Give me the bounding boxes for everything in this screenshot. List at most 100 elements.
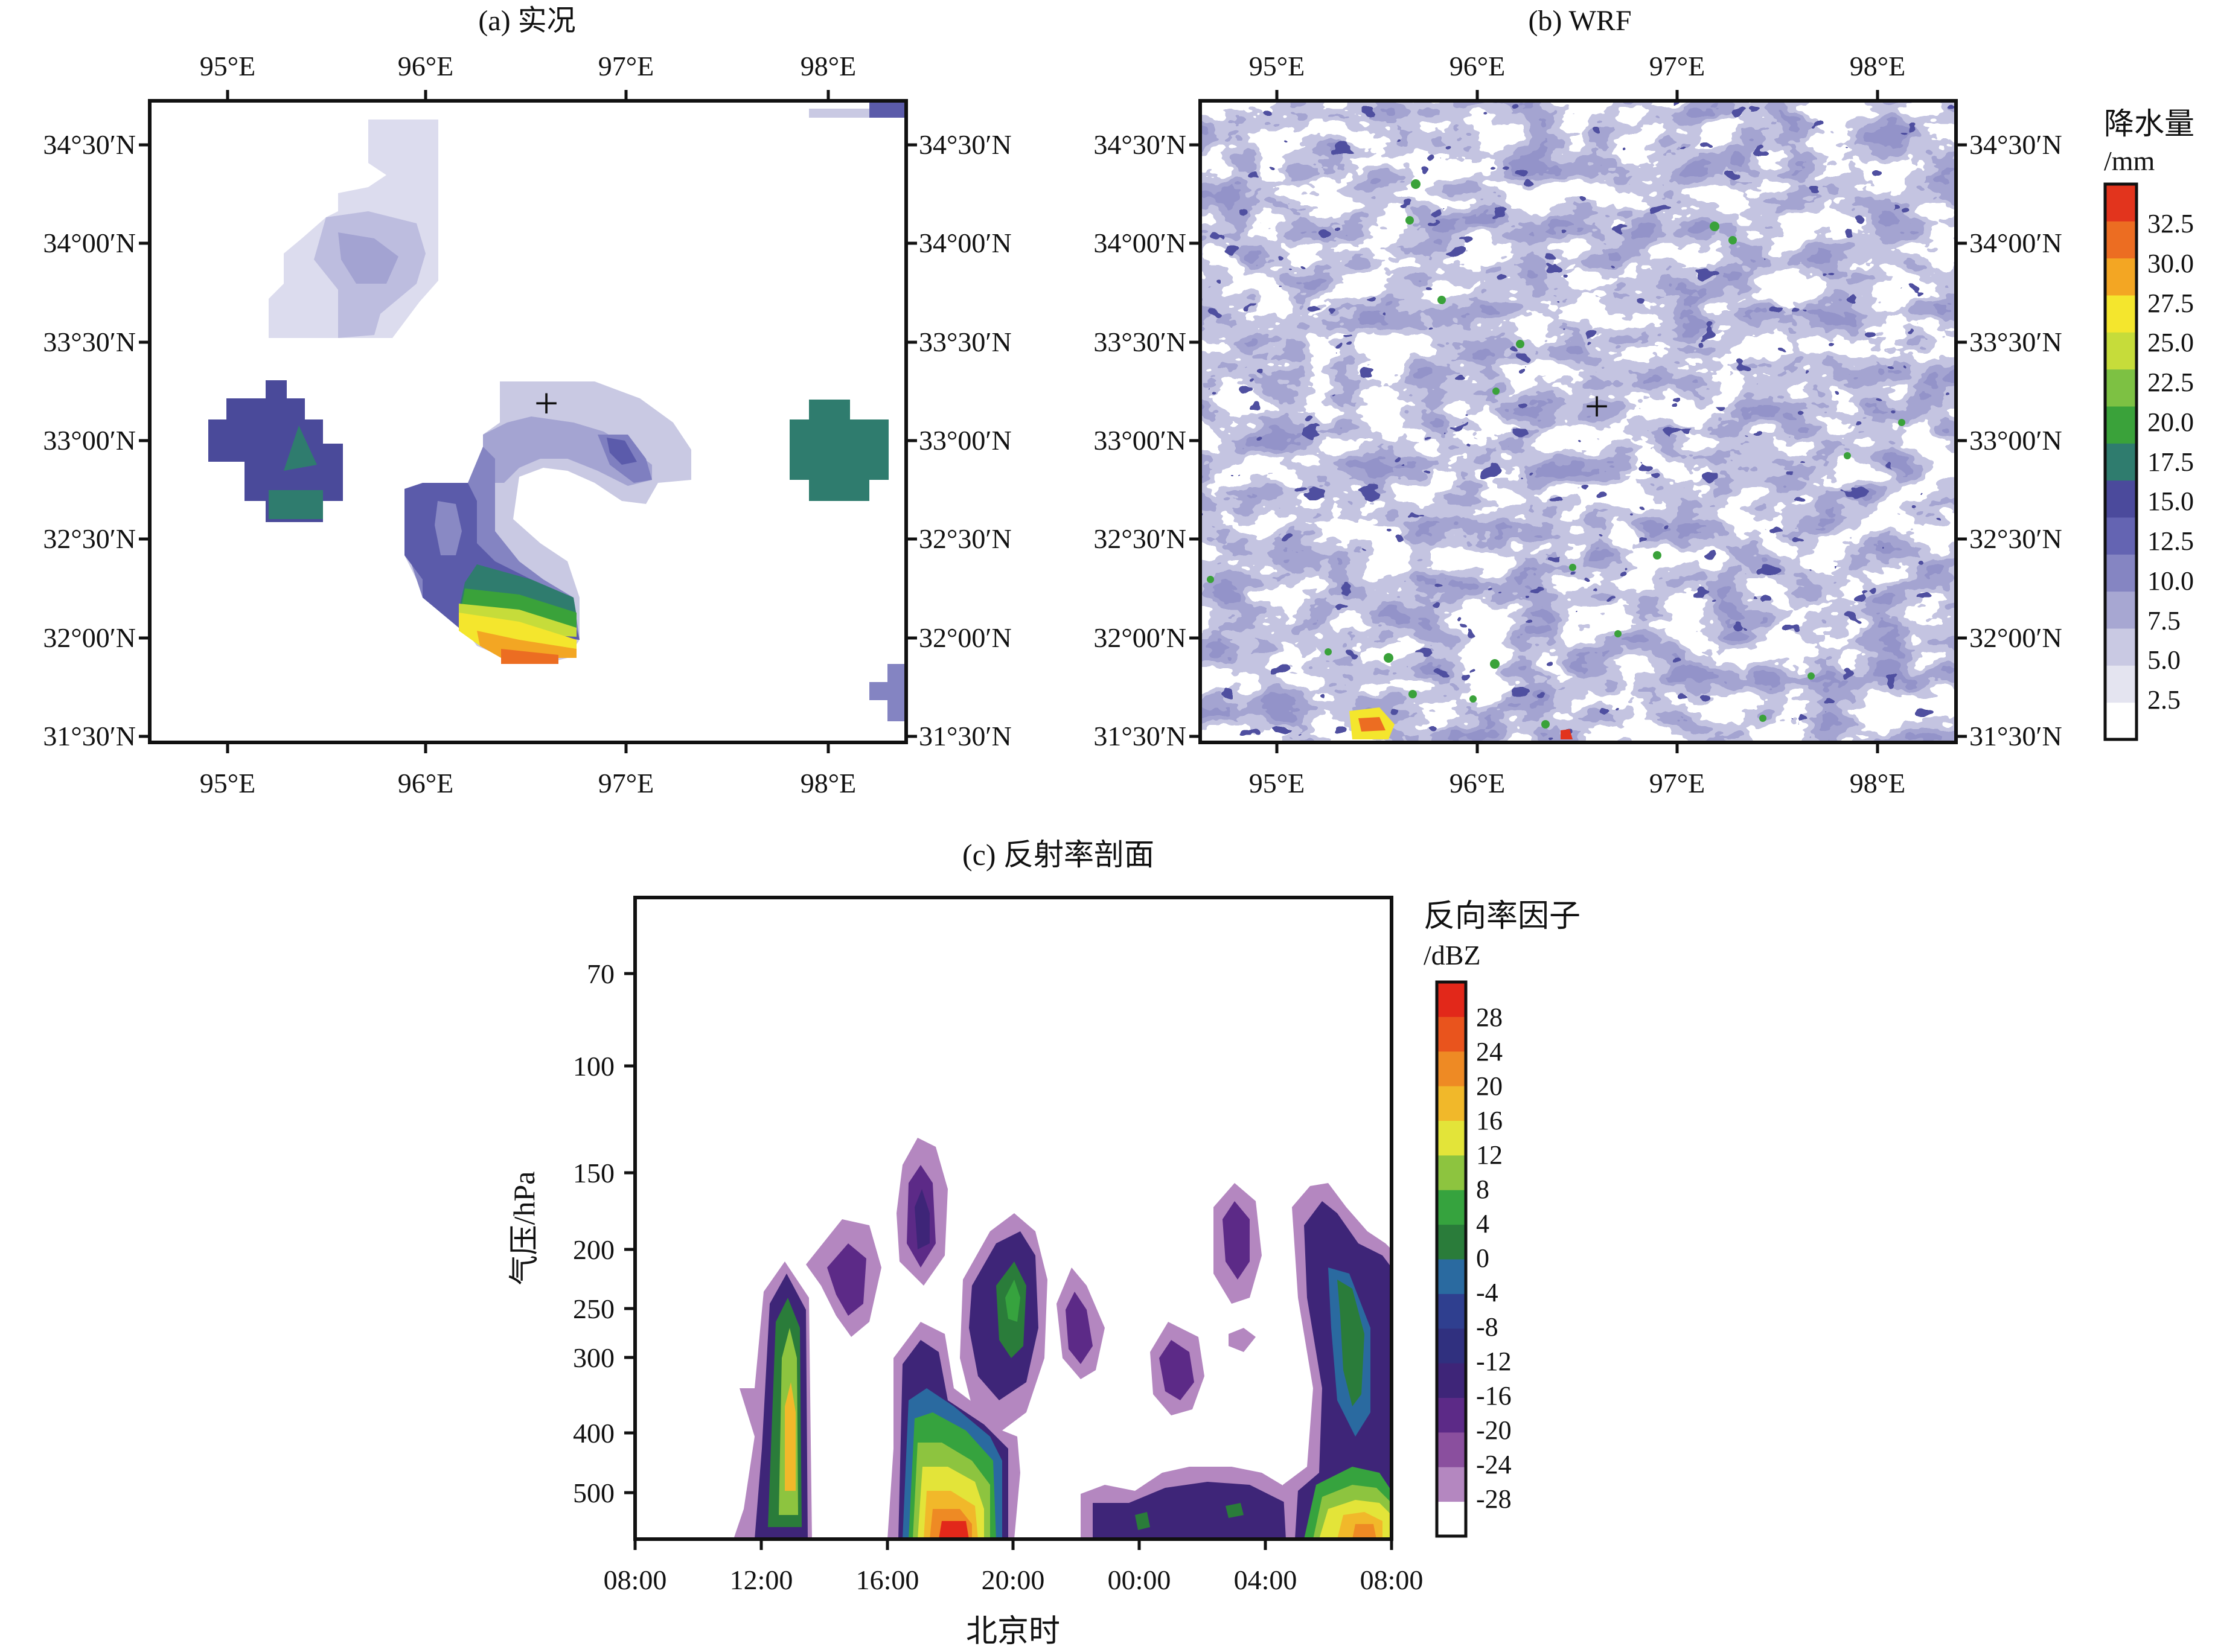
panel-b-xtick-bottom: 98°E [1850, 768, 1906, 799]
panel-c-xtick: 04:00 [1234, 1564, 1297, 1595]
panel-a-xtick-top: 98°E [801, 51, 857, 81]
panel-b-xtick-bottom: 95°E [1249, 768, 1305, 799]
panel-b-yticks-right: 34°30′N 34°00′N 33°30′N 33°00′N 32°30′N … [1969, 129, 2062, 751]
panel-a-ytick-left: 34°30′N [43, 129, 136, 160]
refl-colorbar-label: -8 [1476, 1312, 1498, 1342]
panel-a-xtick-bottom: 95°E [200, 768, 256, 799]
panel-b-precip-field [1200, 101, 1956, 742]
panel-b-ytick-left: 32°00′N [1093, 622, 1186, 653]
refl-colorbar-label: -24 [1476, 1450, 1512, 1479]
precip-colorbar-label: 10.0 [2147, 566, 2194, 596]
refl-colorbar-frame [1435, 980, 1468, 1538]
panel-a-ytick-left: 33°00′N [43, 425, 136, 456]
precip-colorbar-label: 32.5 [2147, 209, 2194, 238]
panel-b-frame [1198, 99, 1958, 744]
reflBar-swatch [1437, 1293, 1466, 1329]
precipBar-swatch [2105, 332, 2137, 370]
panel-c-ytick: 200 [573, 1234, 615, 1265]
panel-a-xtick-top: 95°E [200, 51, 256, 81]
panel-b-ytick-left: 34°30′N [1093, 129, 1186, 160]
refl-colorbar-label: 20 [1476, 1071, 1503, 1101]
panel-b-ytick-left: 31°30′N [1093, 721, 1186, 751]
precipBar-swatch [2105, 406, 2137, 444]
panel-b-ytick-left: 33°00′N [1093, 425, 1186, 456]
refl-colorbar-label: 0 [1476, 1243, 1489, 1273]
precip-colorbar-label: 2.5 [2147, 685, 2181, 715]
panel-c-ytick: 150 [573, 1158, 615, 1188]
reflBar-swatch [1437, 1155, 1466, 1190]
reflBar-swatch [1437, 1259, 1466, 1294]
precip-colorbar-label: 5.0 [2147, 645, 2181, 675]
panel-c-xlabel: 北京时 [966, 1615, 1060, 1649]
panel-b-marker: + [1585, 382, 1609, 430]
panel-a-ytick-right: 33°00′N [919, 425, 1012, 456]
panel-a-xticks-bottom: 95°E 96°E 97°E 98°E [200, 768, 857, 799]
reflBar-swatch [1437, 1432, 1466, 1467]
precipBar-swatch [2105, 369, 2137, 407]
precip-colorbar-label: 20.0 [2147, 407, 2194, 437]
precip-colorbar-label: 27.5 [2147, 289, 2194, 318]
precip-colorbar-label: 12.5 [2147, 526, 2194, 556]
precip-colorbar-title: 降水量 [2104, 107, 2194, 141]
panel-c-xtick: 08:00 [604, 1564, 667, 1595]
panel-a-rain-east [790, 400, 889, 501]
panel-b-ytick-right: 32°30′N [1969, 523, 2062, 554]
refl-colorbar-label: -28 [1476, 1484, 1512, 1514]
panel-b-ytick-right: 34°30′N [1969, 129, 2062, 160]
panel-c: (c) 反射率剖面 [507, 838, 1581, 1649]
precipBar-swatch [2105, 221, 2137, 259]
refl-colorbar-label: 28 [1476, 1003, 1503, 1032]
panel-a-precip-field [208, 101, 906, 721]
panel-b: (b) WRF + 95°E 96°E 97°E 98°E [1093, 5, 2194, 799]
panel-b-xtick-top: 98°E [1850, 51, 1906, 81]
panel-a-xticks-top: 95°E 96°E 97°E 98°E [200, 51, 857, 81]
reflBar-swatch [1437, 1363, 1466, 1398]
precip-colorbar-label: 17.5 [2147, 447, 2194, 477]
refl-colorbar-label: 24 [1476, 1037, 1503, 1067]
panel-b-xticks-top: 95°E 96°E 97°E 98°E [1249, 51, 1906, 81]
reflBar-swatch [1437, 1397, 1466, 1433]
panel-c-ytick: 100 [573, 1051, 615, 1082]
panel-c-ytick: 70 [587, 958, 615, 989]
reflBar-swatch [1437, 1328, 1466, 1363]
panel-c-xtick: 08:00 [1360, 1564, 1424, 1595]
precipBar-swatch [2105, 702, 2137, 740]
panel-c-ytick: 500 [573, 1478, 615, 1508]
panel-c-xtick: 12:00 [730, 1564, 793, 1595]
panel-a-xtick-top: 96°E [398, 51, 454, 81]
refl-colorbar-labels: 28 24 20 16 12 8 4 0 -4 -8 -12 -16 -20 -… [1476, 1003, 1512, 1514]
panel-a-frame [148, 99, 908, 744]
panel-a-title: (a) 实况 [478, 5, 575, 37]
panel-b-ytick-right: 33°00′N [1969, 425, 2062, 456]
precip-colorbar-swatches [2105, 184, 2137, 740]
precip-colorbar-label: 15.0 [2147, 486, 2194, 516]
panel-b-ytick-right: 33°30′N [1969, 327, 2062, 357]
panel-a-ytick-left: 32°30′N [43, 523, 136, 554]
panel-b-ytick-right: 34°00′N [1969, 228, 2062, 258]
panel-b-ytick-left: 33°30′N [1093, 327, 1186, 357]
panel-a-ytick-left: 33°30′N [43, 327, 136, 357]
panel-b-ytick-left: 32°30′N [1093, 523, 1186, 554]
panel-a-rain-west [208, 380, 343, 522]
reflBar-swatch [1437, 982, 1466, 1017]
refl-colorbar-title: 反向率因子 [1424, 899, 1581, 934]
panel-b-green-cells [1207, 179, 1905, 729]
panel-b-yticks-left: 34°30′N 34°00′N 33°30′N 33°00′N 32°30′N … [1093, 129, 1186, 751]
precip-colorbar-frame [2103, 182, 2138, 741]
reflBar-swatch [1437, 1051, 1466, 1086]
panel-c-ytick: 250 [573, 1293, 615, 1324]
panel-a-ytick-right: 34°00′N [919, 228, 1012, 258]
panel-c-reflectivity-field [734, 1138, 1392, 1539]
refl-colorbar-unit: /dBZ [1424, 940, 1481, 971]
panel-a-xtick-bottom: 97°E [598, 768, 654, 799]
panel-a-xtick-bottom: 96°E [398, 768, 454, 799]
reflBar-swatch [1437, 1016, 1466, 1052]
panel-b-xtick-top: 96°E [1449, 51, 1506, 81]
precipBar-swatch [2105, 480, 2137, 518]
refl-colorbar-label: 8 [1476, 1175, 1489, 1204]
panel-b-ytick-right: 31°30′N [1969, 721, 2062, 751]
refl-colorbar-swatches [1437, 982, 1466, 1537]
refl-colorbar: 反向率因子 /dBZ 28 24 20 16 12 8 4 0 -4 -8 -1… [1424, 899, 1581, 1538]
panel-b-xticks-bottom: 95°E 96°E 97°E 98°E [1249, 768, 1906, 799]
reflBar-swatch [1437, 1120, 1466, 1156]
